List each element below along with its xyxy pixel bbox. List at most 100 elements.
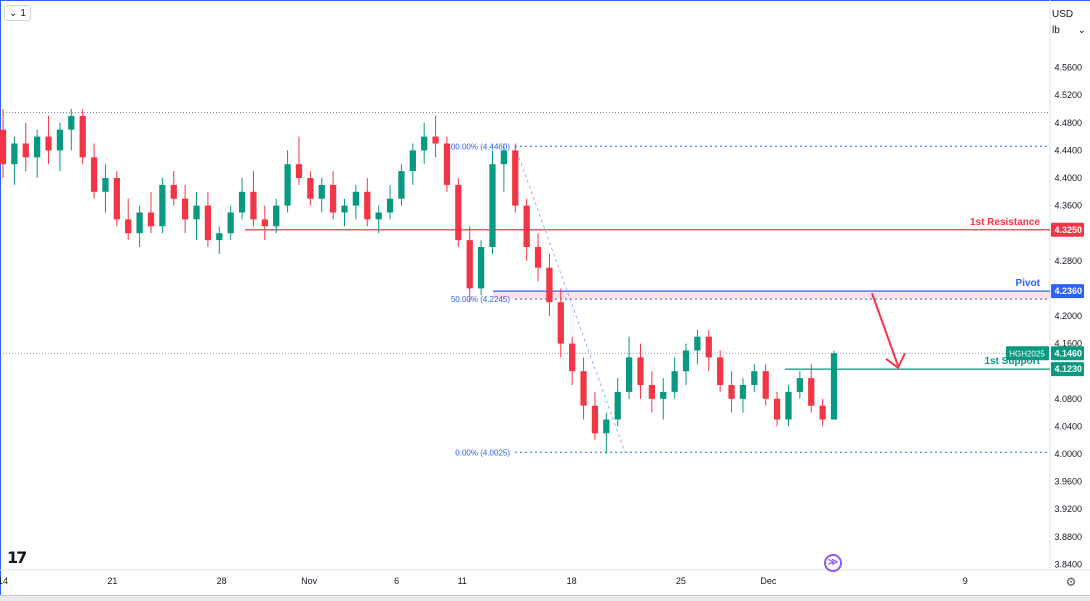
level-label: 1st Resistance	[970, 217, 1040, 228]
tradingview-logo[interactable]: 17	[7, 548, 27, 567]
symbol-text: HGH2025	[1009, 349, 1045, 358]
x-tick-label: 28	[217, 576, 227, 586]
candle-body	[136, 212, 143, 234]
candle-body	[386, 198, 394, 213]
bottom-strip	[0, 595, 1090, 601]
candle-body	[398, 171, 405, 199]
candle-body	[569, 343, 576, 372]
candle-body	[329, 184, 337, 213]
level-price-tag	[1051, 362, 1084, 377]
candle-body	[261, 219, 268, 227]
go-to-realtime-button[interactable]: ≫	[824, 554, 842, 572]
candle-body	[68, 115, 75, 130]
candle-body	[113, 178, 120, 220]
candle-body	[796, 378, 803, 392]
candle-body	[671, 371, 678, 392]
pivot-zone	[493, 291, 1050, 300]
candle-body	[79, 115, 86, 158]
last-price-text: 4.1460	[1054, 348, 1082, 358]
y-tick-label: 4.0400	[1054, 421, 1082, 431]
x-tick-label: Dec	[760, 576, 777, 586]
symbol-tag	[1006, 346, 1049, 361]
candle-body	[34, 136, 41, 158]
candle-body	[421, 136, 428, 151]
x-tick-label: 14	[0, 576, 8, 586]
candle-body	[182, 198, 189, 220]
y-tick-label: 4.1600	[1054, 339, 1082, 349]
candle-body	[477, 247, 485, 289]
interval-value: 1	[20, 7, 26, 19]
candle-body	[216, 233, 223, 241]
candle-body	[90, 157, 98, 192]
candle-body	[307, 178, 314, 199]
candle-body	[273, 205, 280, 227]
chevron-down-icon: ⌄	[9, 7, 18, 19]
candle-body	[295, 164, 303, 178]
y-tick-label: 4.2800	[1054, 256, 1082, 266]
x-tick-label: 18	[567, 576, 577, 586]
candle-body	[318, 184, 325, 199]
x-tick-label: 25	[676, 576, 686, 586]
candle-body	[227, 212, 234, 234]
candle-body	[705, 336, 712, 358]
candle-body	[534, 247, 542, 268]
candle-body	[238, 191, 246, 213]
candle-body	[512, 150, 519, 206]
candle-body	[808, 378, 815, 406]
candle-body	[591, 405, 599, 434]
candle-body	[819, 405, 826, 420]
candle-body	[56, 129, 64, 151]
level-price-text: 4.1230	[1054, 364, 1082, 374]
candle-body	[728, 385, 735, 399]
y-tick-label: 4.0000	[1054, 449, 1082, 459]
candle-body	[204, 205, 212, 241]
candle-body	[250, 191, 257, 220]
y-tick-label: 4.2000	[1054, 311, 1082, 321]
x-tick-label: 11	[458, 576, 467, 586]
candle-body	[751, 371, 758, 385]
candle-body	[500, 150, 508, 165]
candle-body	[580, 371, 587, 406]
projection-arrow-shaft	[871, 292, 899, 367]
candle-body	[682, 350, 690, 372]
candle-body	[625, 357, 633, 392]
candle-body	[364, 191, 371, 220]
candle-body	[739, 385, 747, 399]
level-price-tag	[1051, 284, 1084, 299]
candle-body	[648, 385, 655, 399]
gear-icon[interactable]: ⚙	[1065, 575, 1077, 589]
candle-body	[830, 353, 838, 420]
candle-body	[193, 205, 200, 220]
y-tick-label: 3.8800	[1054, 532, 1082, 542]
candle-body	[352, 191, 360, 206]
interval-selector[interactable]: ⌄ 1	[4, 5, 31, 21]
candle-body	[170, 184, 177, 199]
candle-body	[603, 419, 610, 434]
x-tick-label: 21	[107, 576, 117, 586]
price-scale-settings[interactable]: USD lb ⌄	[1052, 6, 1086, 38]
candle-body	[341, 205, 348, 213]
y-tick-label: 4.5600	[1054, 63, 1082, 73]
last-price-tag	[1051, 346, 1084, 361]
currency-selector[interactable]: USD	[1052, 8, 1074, 20]
candle-body	[785, 391, 792, 420]
candle-body	[466, 240, 473, 289]
y-tick-label: 4.4800	[1054, 118, 1082, 128]
candle-body	[489, 164, 496, 247]
candle-body	[523, 205, 530, 247]
candle-body	[557, 302, 564, 344]
candle-body	[11, 143, 18, 165]
candle-body	[455, 184, 462, 241]
chevron-down-icon: ⌄	[1077, 24, 1086, 36]
level-price-text: 4.2360	[1054, 286, 1082, 296]
candle-body	[159, 184, 166, 227]
candle-body	[45, 136, 52, 151]
fib-trend-line	[514, 146, 626, 453]
candle-body	[614, 391, 621, 420]
y-tick-label: 4.4400	[1054, 145, 1082, 155]
fib-label: 0.00% (4.0025)	[455, 448, 510, 457]
unit-selector[interactable]: lb ⌄	[1052, 24, 1086, 36]
level-label: 1st Support	[984, 356, 1040, 367]
